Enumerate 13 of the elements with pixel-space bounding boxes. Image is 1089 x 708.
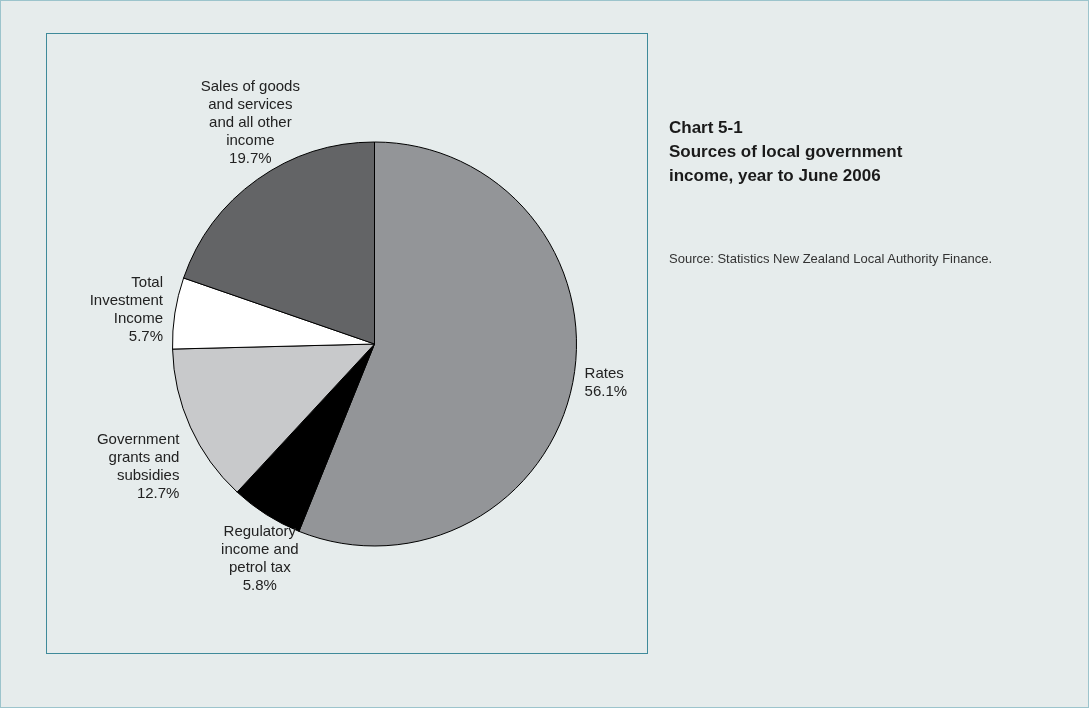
source-note: Source: Statistics New Zealand Local Authority Finance. [669, 251, 993, 266]
slice-label: Total Investment Income [89, 272, 164, 326]
text: Chart 5-1 [669, 117, 744, 139]
data-label: 5.7% [128, 326, 164, 344]
text: Sources of local government income, year to June 2006 [669, 141, 904, 187]
slice-label: Regulatory income and petrol tax [221, 522, 299, 576]
data-label: 5.8% [242, 576, 277, 594]
data-label: 12.7% [136, 483, 180, 501]
data-label: 19.7% [229, 149, 272, 167]
slice-label: Government grants and subsidies [96, 429, 181, 483]
data-label: 56.1% [584, 382, 628, 400]
slice-label: Rates [584, 364, 624, 382]
slice-label: Sales of goods and services and all other income [200, 77, 300, 149]
